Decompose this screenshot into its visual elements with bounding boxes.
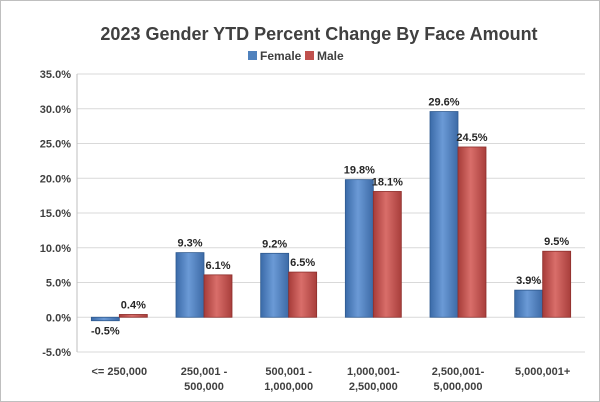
category-label: 5,000,001+: [515, 366, 570, 378]
category-label: <= 250,000: [91, 366, 147, 378]
data-label-female: 9.3%: [177, 238, 202, 250]
bar-male: [372, 191, 402, 318]
data-label-female: -0.5%: [91, 326, 120, 338]
legend: Female Male: [248, 49, 344, 63]
bar-female: [175, 252, 205, 318]
y-tick-label: 25.0%: [40, 139, 71, 151]
bar-female: [260, 252, 290, 318]
category-label: 500,001 -1,000,000: [264, 366, 313, 393]
data-label-female: 9.2%: [262, 238, 287, 250]
data-label-female: 19.8%: [344, 165, 375, 177]
bar-male: [457, 146, 487, 318]
y-tick-label: 15.0%: [40, 208, 71, 220]
y-tick-label: 30.0%: [40, 104, 71, 116]
gridlines: [76, 73, 585, 353]
chart-title: 2023 Gender YTD Percent Change By Face A…: [100, 24, 537, 44]
y-tick-label: 10.0%: [40, 243, 71, 255]
y-tick-label: 20.0%: [40, 173, 71, 185]
category-label: 250,001 -500,000: [181, 366, 228, 393]
data-label-female: 29.6%: [428, 97, 459, 109]
y-tick-label: 0.0%: [46, 312, 71, 324]
y-tick-label: 35.0%: [40, 69, 71, 81]
bar-female: [344, 179, 374, 318]
bar-male: [203, 274, 233, 318]
data-label-male: 24.5%: [456, 132, 487, 144]
data-label-male: 6.5%: [290, 257, 315, 269]
bars: [90, 111, 572, 322]
bar-male: [542, 250, 572, 318]
x-axis: <= 250,000 250,001 -500,000 500,001 -1,000…: [91, 366, 570, 393]
legend-swatch-female: [248, 51, 257, 60]
data-label-male: 18.1%: [372, 176, 403, 188]
category-label: 2,500,001-5,000,000: [432, 366, 485, 393]
y-tick-label: -5.0%: [42, 347, 71, 359]
bar-male: [118, 314, 148, 318]
legend-swatch-male: [305, 51, 314, 60]
bar-female: [514, 289, 544, 318]
y-axis: 35.0% 30.0% 25.0% 20.0% 15.0% 10.0% 5.0% 0.0% -5…: [40, 69, 71, 359]
bar-male: [288, 271, 318, 318]
legend-label-female: Female: [260, 49, 302, 63]
legend-label-male: Male: [317, 49, 344, 63]
category-label: 1,000,001-2,500,000: [347, 366, 400, 393]
data-labels: -0.5% 0.4% 9.3%6.1% 9.2%6.5% 19.8%18.1% 29.6%…: [91, 97, 569, 338]
data-label-female: 3.9%: [516, 275, 541, 287]
bar-female: [429, 111, 459, 318]
bar-female: [90, 316, 120, 322]
data-label-male: 0.4%: [121, 299, 146, 311]
y-tick-label: 5.0%: [46, 278, 71, 290]
data-label-male: 6.1%: [205, 260, 230, 272]
data-label-male: 9.5%: [544, 236, 569, 248]
